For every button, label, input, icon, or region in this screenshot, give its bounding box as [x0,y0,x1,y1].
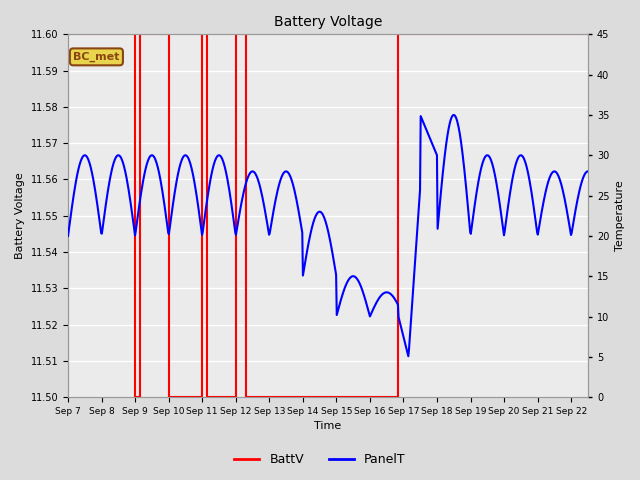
Y-axis label: Battery Voltage: Battery Voltage [15,172,25,259]
Text: BC_met: BC_met [73,52,120,62]
Legend: BattV, PanelT: BattV, PanelT [229,448,411,471]
X-axis label: Time: Time [314,421,342,432]
Y-axis label: Temperature: Temperature [615,180,625,251]
Title: Battery Voltage: Battery Voltage [274,15,382,29]
